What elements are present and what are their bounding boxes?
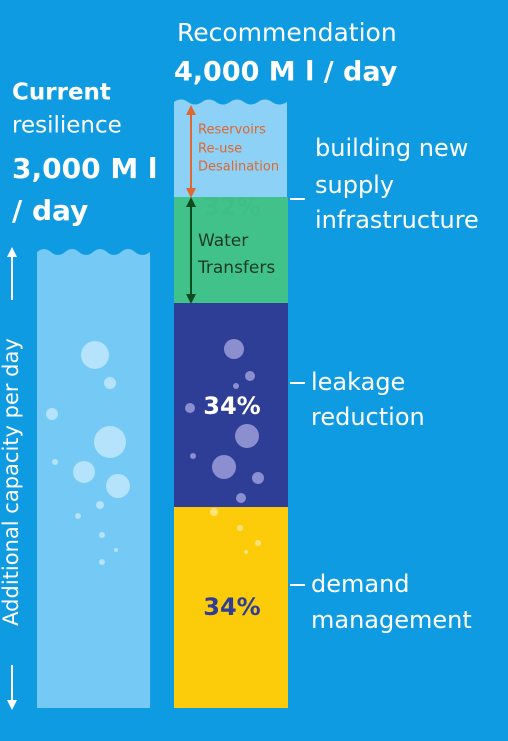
- segment-label: management: [311, 606, 472, 634]
- current-value: 3,000 M l: [12, 152, 158, 185]
- current-heading: Current: [12, 80, 111, 106]
- current-label: resilience: [12, 113, 122, 139]
- current-value: / day: [12, 194, 88, 227]
- transfer-label: Transfers: [197, 258, 275, 278]
- option: Re-use: [198, 142, 242, 157]
- title: Recommendation: [177, 18, 397, 47]
- axis-label: Additional capacity per day: [0, 338, 23, 626]
- target: 4,000 M l / day: [174, 57, 398, 88]
- demand-segment: [174, 507, 288, 708]
- percent-label: 32%: [203, 193, 260, 221]
- segment-label: infrastructure: [315, 206, 479, 234]
- segment-label: reduction: [311, 403, 425, 431]
- percent-label: 34%: [203, 392, 260, 420]
- current-column: [37, 249, 150, 708]
- percent-label: 34%: [203, 593, 260, 621]
- option: Desalination: [198, 160, 279, 175]
- segment-label: demand: [311, 570, 410, 598]
- segment-label: leakage: [311, 368, 405, 396]
- segment-label: building new: [315, 134, 468, 162]
- option: Reservoirs: [198, 123, 266, 138]
- bubbles: [46, 341, 130, 565]
- transfer-label: Water: [198, 231, 248, 251]
- segment-label: supply: [315, 171, 394, 199]
- bubbles: [185, 339, 264, 503]
- bubbles: [210, 508, 261, 554]
- options-segment: [174, 99, 287, 198]
